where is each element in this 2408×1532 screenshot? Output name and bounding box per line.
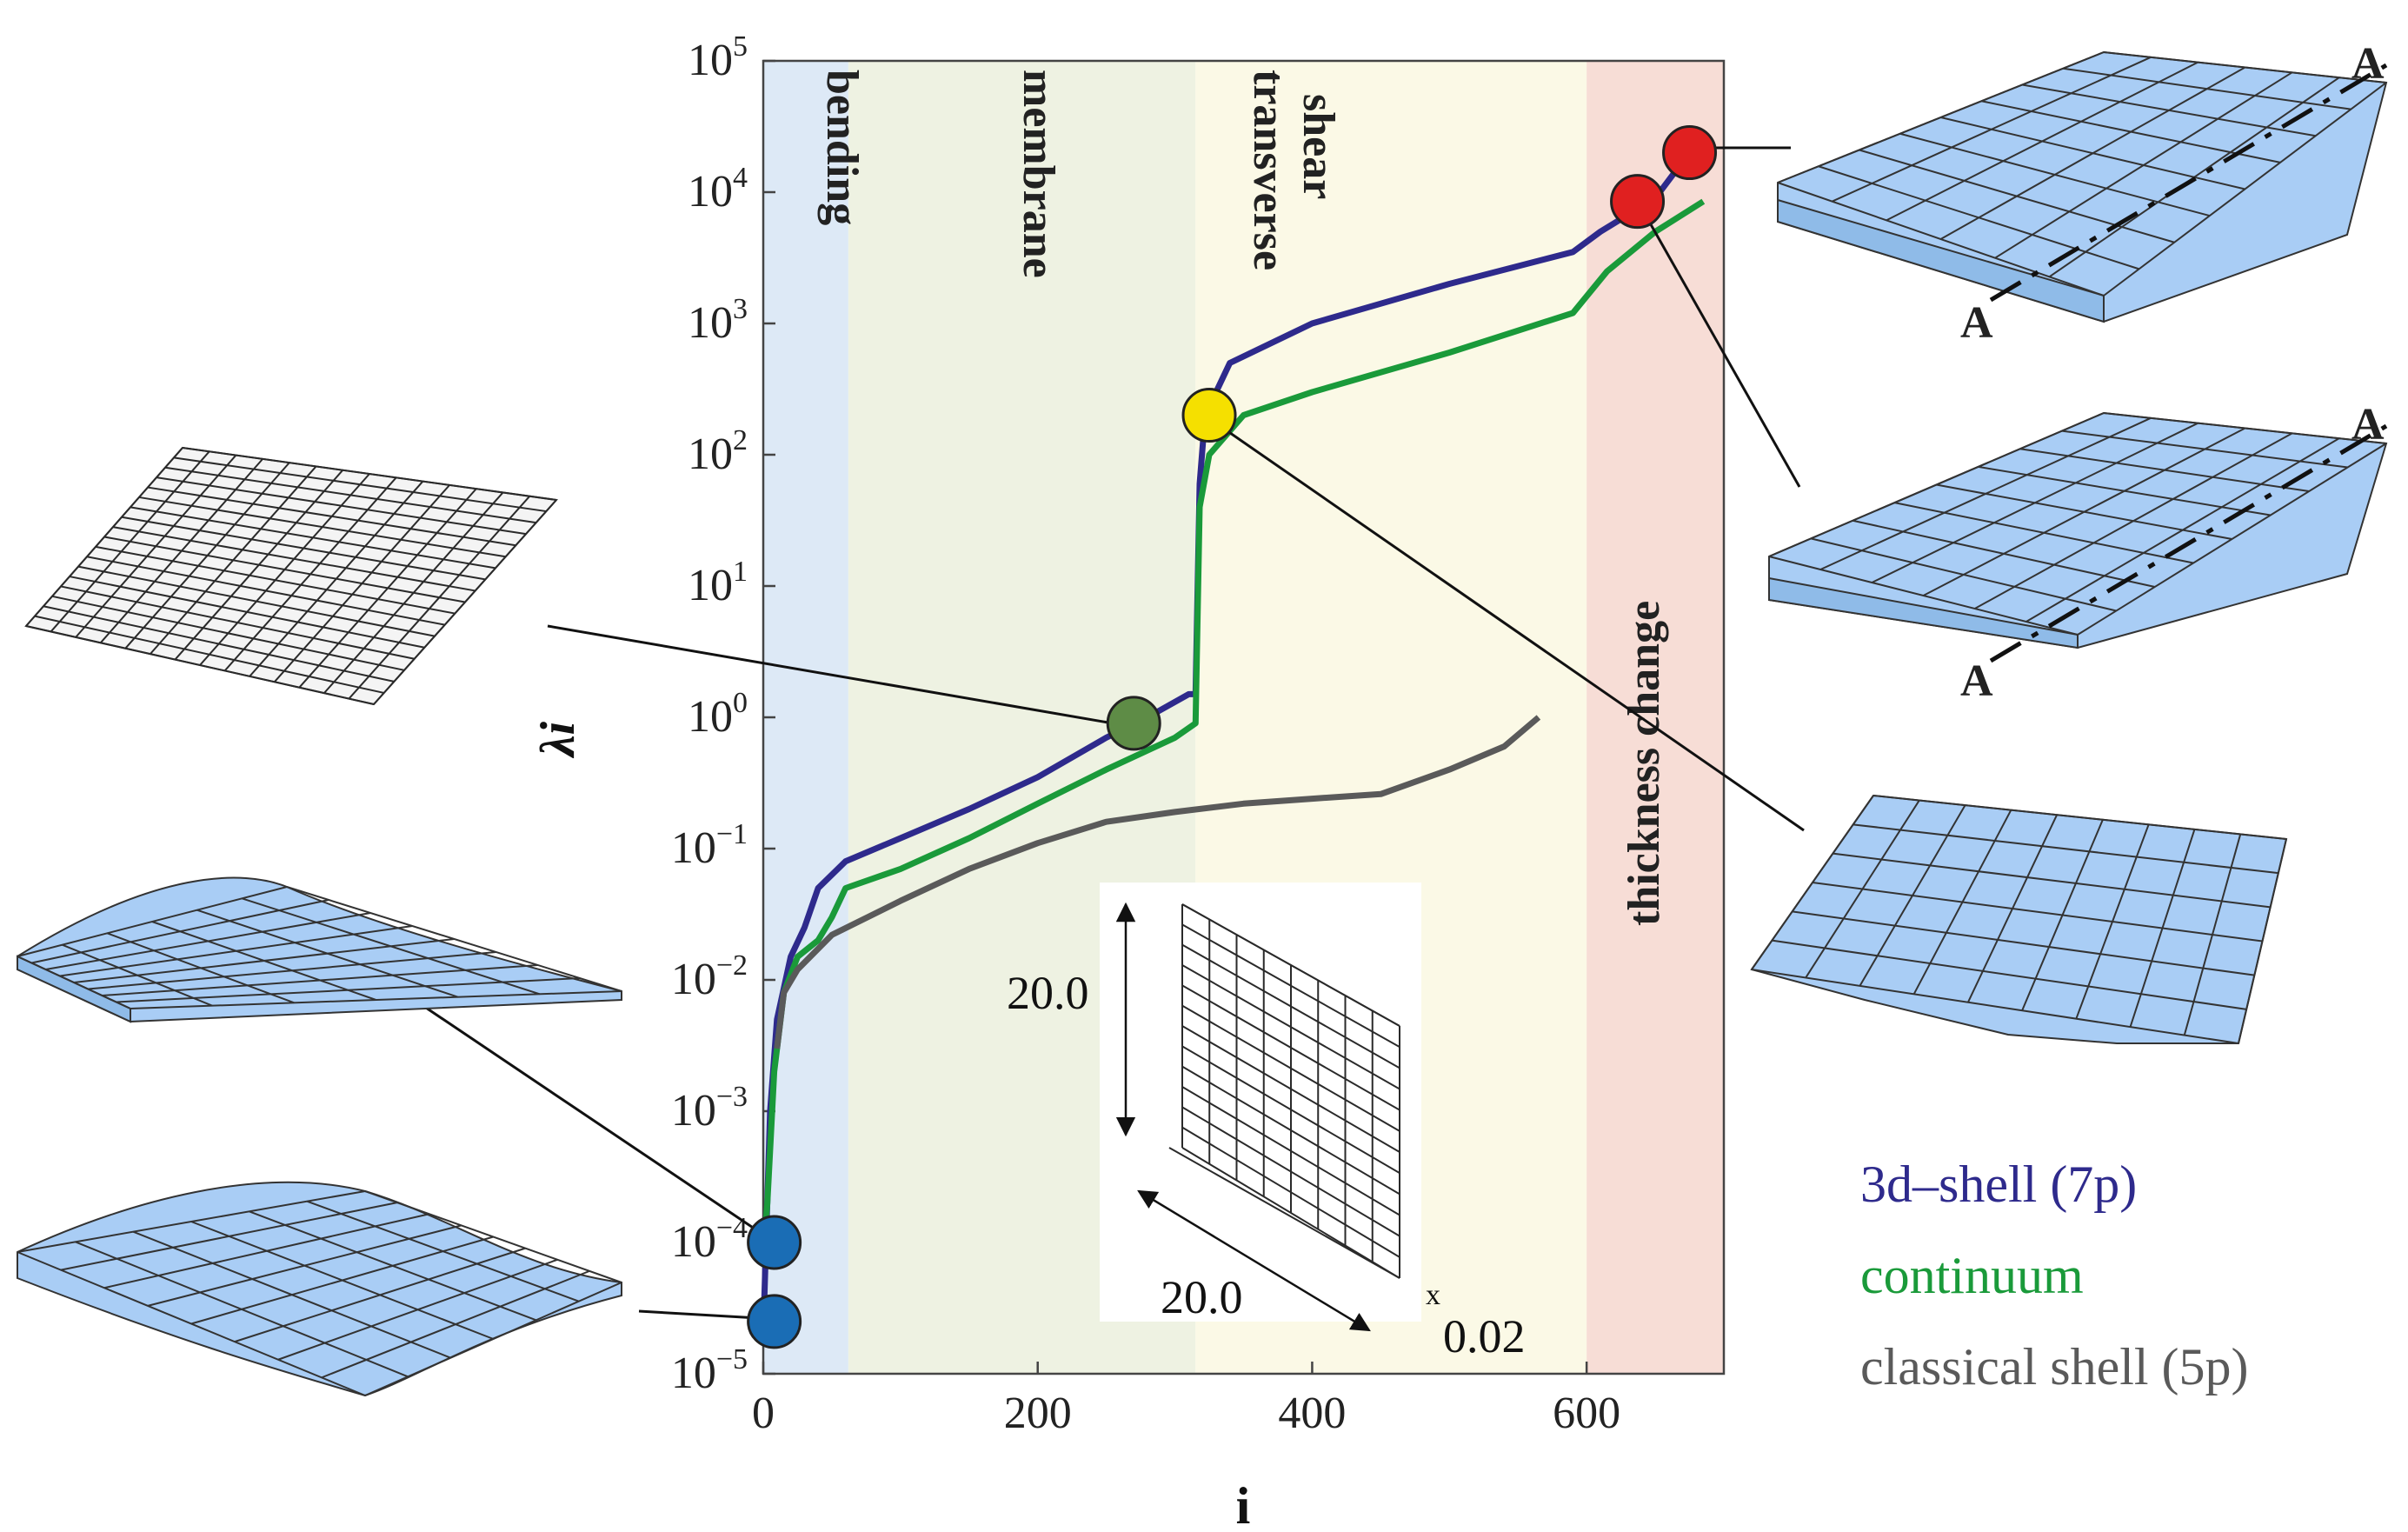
marker-1: [747, 1294, 802, 1349]
mode-shape-transverse-shear: [1750, 794, 2288, 1044]
legend-item-3d-shell: 3d–shell (7p): [1860, 1156, 2137, 1213]
y-tick-label-0: 105: [688, 30, 748, 85]
y-tick-label-6: 10−1: [671, 818, 748, 873]
series-line-2: [774, 715, 1541, 1049]
mode-shape-bending-wave: [17, 1181, 622, 1397]
series-line-1: [760, 198, 1706, 1256]
x-tick-label-1: 200: [1004, 1389, 1072, 1438]
x-tick-label-3: 600: [1553, 1389, 1620, 1438]
y-tick-label-9: 10−4: [671, 1212, 748, 1267]
inset-width-label: 20.0: [1161, 1271, 1243, 1323]
mode-shape-thickness-2: A A: [1768, 400, 2388, 706]
region-label-bending: bending: [817, 70, 867, 225]
inset-height-label: 20.0: [1007, 967, 1089, 1019]
mode-label-a-bottom-1: A: [1960, 298, 1993, 348]
marker-0: [747, 1215, 802, 1270]
region-band-3: [1586, 61, 1724, 1374]
x-tick-label-2: 400: [1278, 1389, 1346, 1438]
marker-4: [1610, 174, 1666, 230]
inset-thickness-mark: x: [1426, 1279, 1440, 1311]
y-axis-ticks: 105 104 103 102 101 100 10−1 10−2 10−3 10−4 10−5: [671, 30, 775, 1398]
mode-label-a-bottom-2: A: [1960, 656, 1993, 706]
mode-label-a-top-2: A: [2351, 400, 2385, 450]
y-tick-label-4: 101: [688, 556, 748, 610]
y-tick-label-8: 10−3: [671, 1081, 748, 1136]
marker-2: [1106, 696, 1161, 751]
region-label-transverse: transverse: [1244, 70, 1294, 270]
mode-label-a-top-1: A: [2351, 39, 2385, 89]
region-label-shear: shear: [1294, 94, 1343, 199]
mode-shape-bending-arch: [17, 876, 622, 1023]
y-tick-label-3: 102: [688, 424, 748, 479]
legend: 3d–shell (7p) continuum classical shell …: [1860, 1156, 2249, 1395]
data-markers: [747, 125, 1718, 1349]
region-band-0: [763, 61, 848, 1374]
inset-thickness-label: 0.02: [1443, 1310, 1526, 1362]
legend-item-classical-shell: classical shell (5p): [1860, 1338, 2249, 1395]
y-tick-label-1: 104: [688, 162, 748, 216]
y-tick-label-2: 103: [688, 293, 748, 348]
y-tick-label-7: 10−2: [671, 949, 748, 1004]
region-label-membrane: membrane: [1014, 70, 1063, 278]
mode-shape-thickness-1: A A: [1777, 39, 2388, 348]
x-axis-ticks: 0 200 400 600: [752, 1362, 1620, 1438]
legend-item-continuum: continuum: [1860, 1247, 2084, 1304]
y-axis-label: λi: [531, 721, 585, 758]
mode-shape-grey-membrane: [24, 446, 558, 706]
marker-5: [1662, 125, 1718, 181]
x-tick-label-0: 0: [752, 1389, 775, 1438]
region-labels: bending membrane transverse shear thickn…: [817, 70, 1669, 926]
y-tick-label-5: 100: [688, 687, 748, 742]
x-axis-label: i: [1236, 1477, 1251, 1532]
marker-3: [1181, 388, 1237, 443]
region-label-thickness-change: thickness change: [1620, 601, 1669, 926]
y-tick-label-10: 10−5: [671, 1343, 748, 1398]
inset-plate-geometry: 20.0 20.0 0.02 x: [1007, 883, 1526, 1362]
